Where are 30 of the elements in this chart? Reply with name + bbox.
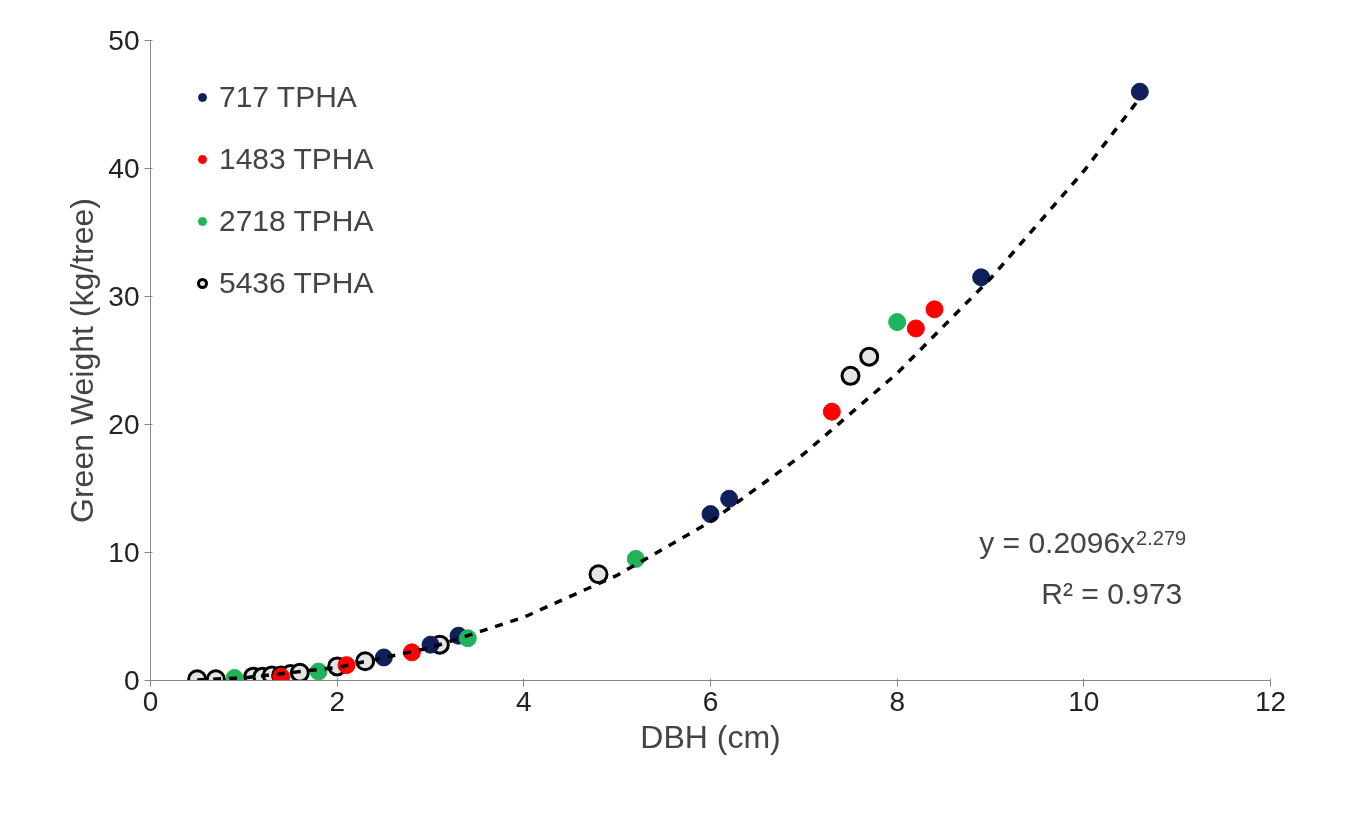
x-tick-label: 10 <box>1068 685 1100 717</box>
point <box>840 365 861 386</box>
point <box>888 313 907 332</box>
point <box>822 402 841 421</box>
legend-label: 5436 TPHA <box>219 266 374 300</box>
point <box>906 319 925 338</box>
point <box>588 564 609 585</box>
legend-label: 717 TPHA <box>219 80 357 114</box>
y-tick-label: 0 <box>123 665 140 696</box>
x-tick-label: 12 <box>1254 685 1287 717</box>
legend-label: 2718 TPHA <box>219 204 374 238</box>
annotation: R² = 0.973 <box>1041 577 1183 611</box>
x-tick-label: 2 <box>329 685 345 717</box>
point <box>925 300 944 319</box>
y-tick-label: 50 <box>108 25 140 56</box>
point <box>720 489 739 508</box>
point <box>1130 82 1149 101</box>
point <box>972 268 991 287</box>
y-tick-label: 10 <box>108 537 140 568</box>
legend-label: 1483 TPHA <box>219 142 374 176</box>
y-tick-label: 30 <box>108 281 140 312</box>
x-tick-label: 6 <box>702 685 719 717</box>
x-tick-label: 4 <box>516 685 532 717</box>
y-axis-title: Green Weight (kg/tree) <box>64 198 101 523</box>
y-tick-label: 40 <box>108 153 140 184</box>
x-axis-title: DBH (cm) <box>640 718 781 755</box>
point <box>626 549 645 568</box>
point <box>859 346 880 367</box>
x-tick-label: 8 <box>889 685 905 717</box>
y-tick-label: 20 <box>108 409 140 440</box>
